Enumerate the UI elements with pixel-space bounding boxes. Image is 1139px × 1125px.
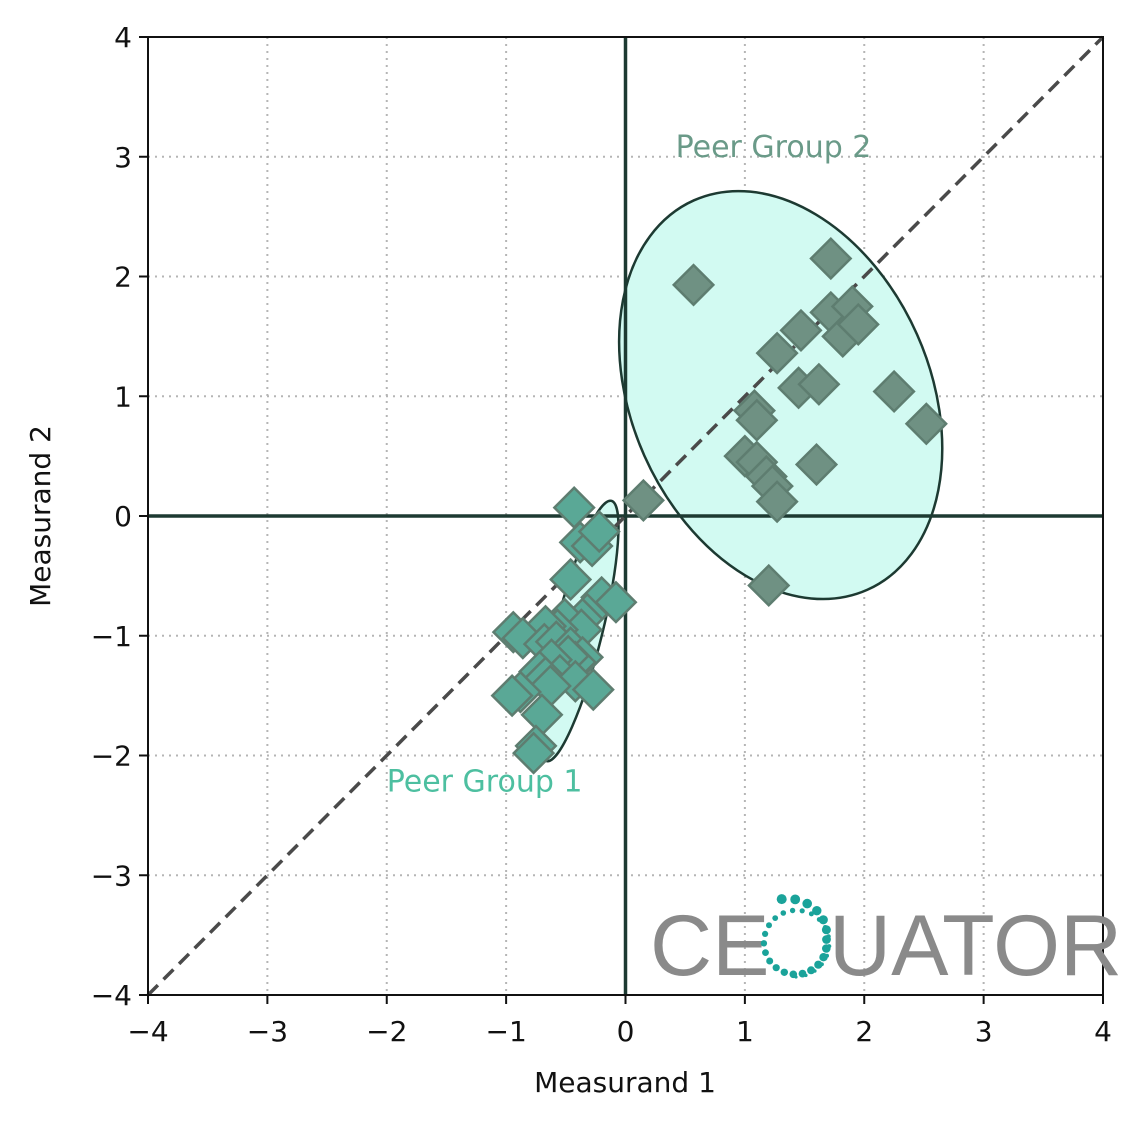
logo-q-dot-17: [762, 949, 769, 956]
group-labels: Peer Group 1 Peer Group 2: [387, 130, 872, 800]
logo-q-dot-27: [822, 935, 831, 944]
x-tick-label-6: 2: [855, 1015, 873, 1048]
logo-q-spiral-icon: [760, 894, 832, 979]
logo-q-dot-16: [760, 940, 768, 947]
data-points: [490, 236, 948, 775]
group-2-label: Peer Group 2: [676, 130, 872, 165]
y-tick-label-1: −3: [91, 859, 132, 892]
logo-q-dot-28: [821, 925, 831, 935]
logo-q-dot-15: [762, 930, 769, 938]
logo-q-dot-18: [766, 957, 774, 965]
logo-q-dot-20: [780, 968, 788, 976]
group-2-point-3: [779, 308, 823, 352]
group-2-point-12: [797, 362, 841, 406]
cequator-logo: CE UATOR: [650, 894, 1122, 994]
group-2-point-2: [755, 331, 799, 375]
logo-q-dot-12: [780, 910, 787, 916]
logo-q-dot-29: [818, 915, 828, 925]
x-tick-label-4: 0: [617, 1015, 635, 1048]
group-1-label: Peer Group 1: [387, 764, 583, 799]
x-axis-label: Measurand 1: [534, 1066, 716, 1099]
group-1-point-32: [512, 731, 556, 775]
axis-ticks: −4 −3 −2 −1 0 1 2 3 4 −4 −3 −2 −1 0 1 2 3 4: [91, 21, 1112, 1048]
group-2-point-10: [904, 402, 948, 446]
group-2-point-9: [872, 369, 916, 414]
y-tick-label-2: −2: [91, 740, 132, 773]
logo-text-left: CE: [650, 898, 769, 994]
logo-q-dot-22: [798, 969, 807, 978]
logo-q-dot-31: [802, 898, 812, 909]
y-tick-label-6: 2: [114, 261, 132, 294]
logo-q-dot-10: [799, 908, 805, 914]
group-1-point-0: [552, 486, 596, 530]
logo-text-right: UATOR: [829, 898, 1122, 994]
logo-q-dot-13: [772, 915, 779, 921]
logo-q-dot-33: [776, 894, 787, 905]
group-2-point-21: [747, 563, 791, 608]
group-1-point-4: [549, 557, 593, 602]
group-2-point-19: [755, 480, 799, 524]
group-2-point-0: [621, 478, 665, 522]
logo-q-dot-30: [812, 906, 822, 916]
logo-q-dot-19: [772, 964, 780, 972]
x-tick-label-7: 3: [975, 1015, 993, 1048]
x-tick-label-0: −4: [127, 1015, 168, 1048]
y-axis-label: Measurand 2: [24, 425, 57, 607]
group-1-point-3: [577, 510, 621, 554]
y-tick-label-3: −1: [91, 620, 132, 653]
group-2-point-4: [809, 236, 853, 281]
group-1-point-27: [571, 668, 615, 712]
group-2-point-20: [794, 442, 839, 487]
logo-q-dot-14: [766, 922, 772, 929]
x-tick-label-3: −1: [485, 1015, 526, 1048]
logo-q-dot-26: [822, 944, 831, 953]
x-tick-label-1: −3: [247, 1015, 288, 1048]
logo-q-dot-32: [790, 894, 801, 905]
group-1-point-30: [520, 693, 564, 737]
y-tick-label-7: 3: [114, 141, 132, 174]
logo-q-dot-24: [814, 960, 823, 969]
identity-line: [146, 35, 1105, 997]
x-tick-label-8: 4: [1094, 1015, 1112, 1048]
logo-q-dot-23: [807, 966, 816, 975]
logo-q-dot-21: [789, 970, 798, 979]
group-2-point-1: [671, 263, 716, 307]
y-tick-label-5: 1: [114, 380, 132, 413]
x-tick-label-5: 1: [736, 1015, 754, 1048]
logo-q-dot-11: [789, 907, 796, 914]
y-tick-label-8: 4: [114, 21, 132, 54]
y-tick-label-4: 0: [114, 500, 132, 533]
logo-q-dot-25: [819, 953, 828, 962]
zero-axis-lines: [148, 37, 1103, 995]
group-1-point-29: [490, 674, 534, 718]
group-2-point-14: [735, 398, 779, 442]
y-tick-label-0: −4: [91, 979, 132, 1012]
x-tick-label-2: −2: [366, 1015, 407, 1048]
group-2-point-8: [836, 302, 880, 346]
